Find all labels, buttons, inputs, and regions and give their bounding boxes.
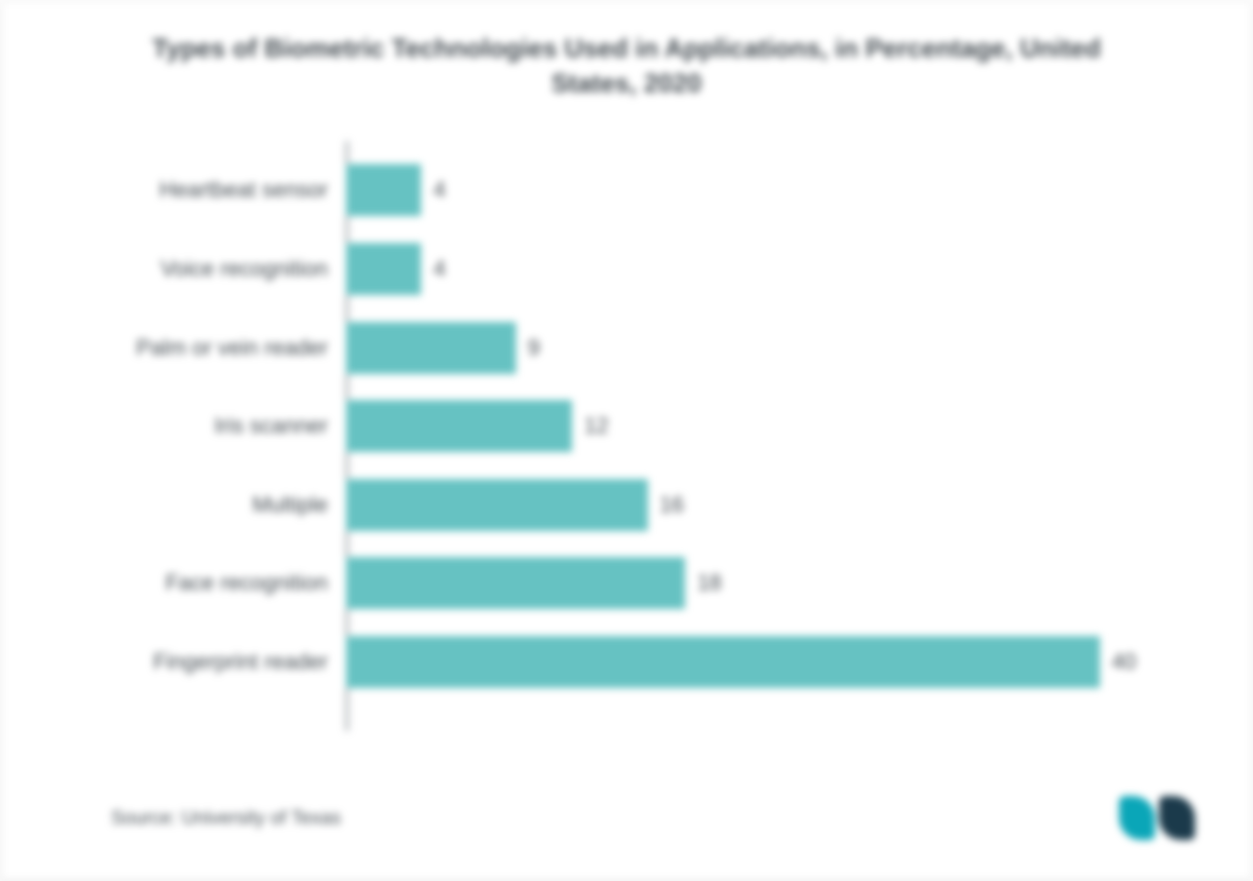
bar-row: Palm or vein reader9 [346,322,1142,374]
logo-wave-right [1159,796,1195,840]
category-label: Multiple [252,492,346,518]
bar [346,322,516,374]
chart-container: Types of Biometric Technologies Used in … [0,0,1253,881]
bar-row: Heartbeat sensor4 [346,164,1142,216]
category-label: Face recognition [165,570,346,596]
bar-row: Fingerprint reader40 [346,636,1142,688]
bar-row: Multiple16 [346,479,1142,531]
bars-group: Heartbeat sensor4 Voice recognition4 Palm … [346,141,1142,731]
logo-wave-left [1119,796,1155,840]
bar-row: Voice recognition4 [346,243,1142,295]
category-label: Palm or vein reader [136,335,346,361]
bar [346,636,1100,688]
bar-row: Iris scanner12 [346,400,1142,452]
value-label: 40 [1100,649,1136,675]
value-label: 12 [572,413,608,439]
chart-source: Source: University of Texas [111,808,341,830]
value-label: 4 [421,177,445,203]
category-label: Voice recognition [160,256,346,282]
bar [346,164,421,216]
value-label: 4 [421,256,445,282]
value-label: 18 [685,570,721,596]
bar [346,400,572,452]
category-label: Heartbeat sensor [159,177,346,203]
bar-row: Face recognition18 [346,557,1142,609]
bar [346,243,421,295]
plot-area: Heartbeat sensor4 Voice recognition4 Palm … [346,141,1142,731]
chart-title: Types of Biometric Technologies Used in … [127,31,1127,101]
brand-logo [1119,792,1197,840]
bar [346,557,685,609]
value-label: 9 [516,335,540,361]
bar [346,479,648,531]
value-label: 16 [648,492,684,518]
category-label: Fingerprint reader [153,649,346,675]
category-label: Iris scanner [214,413,346,439]
